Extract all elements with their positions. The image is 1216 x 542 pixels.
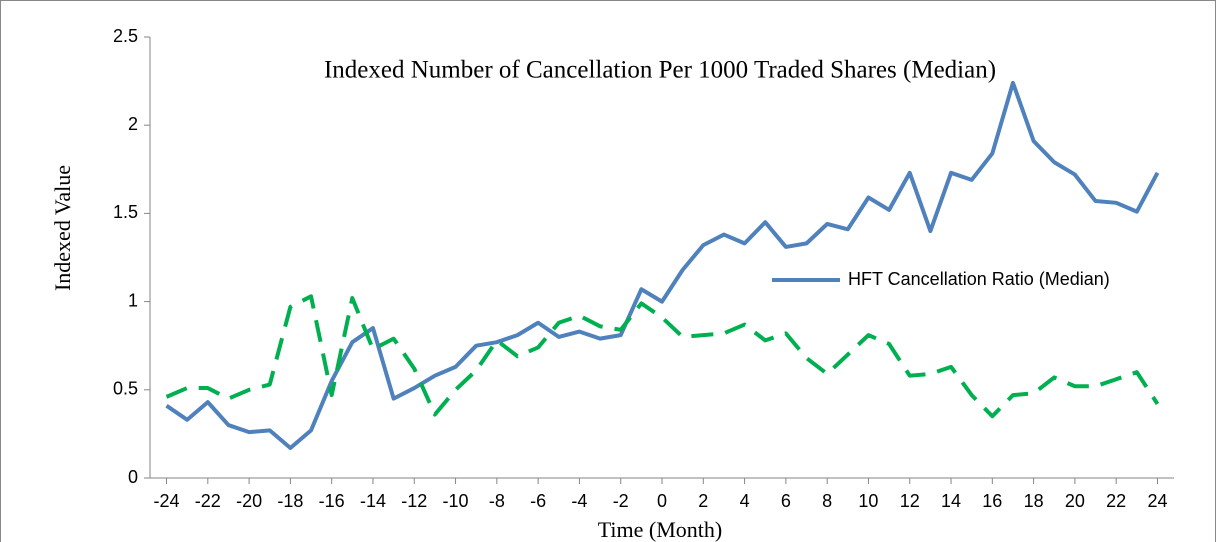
x-tick-label: 22 (1106, 491, 1126, 511)
y-tick-label: 0.5 (113, 379, 138, 399)
y-axis-label: Indexed Value (50, 165, 75, 291)
x-tick-label: -16 (319, 491, 345, 511)
x-tick-label: 20 (1065, 491, 1085, 511)
x-tick-label: -20 (236, 491, 262, 511)
x-tick-label: -12 (401, 491, 427, 511)
x-tick-label: 12 (900, 491, 920, 511)
x-tick-label: -10 (443, 491, 469, 511)
y-tick-label: 2 (128, 114, 138, 134)
x-axis-label: Time (Month) (598, 517, 722, 542)
x-tick-label: 24 (1147, 491, 1167, 511)
x-tick-label: 16 (982, 491, 1002, 511)
legend-label: HFT Cancellation Ratio (Median) (848, 269, 1110, 289)
x-tick-label: -8 (489, 491, 505, 511)
chart-title: Indexed Number of Cancellation Per 1000 … (324, 57, 996, 84)
x-tick-label: -14 (360, 491, 386, 511)
data-line (165, 294, 1160, 419)
x-tick-label: -4 (571, 491, 587, 511)
x-tick-label: -18 (277, 491, 303, 511)
x-tick-label: 10 (858, 491, 878, 511)
y-tick-label: 2.5 (113, 26, 138, 46)
x-tick-label: 18 (1024, 491, 1044, 511)
x-tick-label: -24 (154, 491, 180, 511)
x-tick-label: 0 (657, 491, 667, 511)
x-tick-label: 8 (822, 491, 832, 511)
x-tick-label: 6 (781, 491, 791, 511)
x-tick-label: -22 (195, 491, 221, 511)
x-tick-label: 2 (698, 491, 708, 511)
x-tick-label: -2 (613, 491, 629, 511)
y-tick-label: 0 (128, 467, 138, 487)
x-tick-label: 4 (740, 491, 750, 511)
data-line (165, 80, 1160, 451)
y-tick-label: 1.5 (113, 202, 138, 222)
x-tick-label: 14 (941, 491, 961, 511)
y-tick-label: 1 (128, 290, 138, 310)
x-tick-label: -6 (530, 491, 546, 511)
